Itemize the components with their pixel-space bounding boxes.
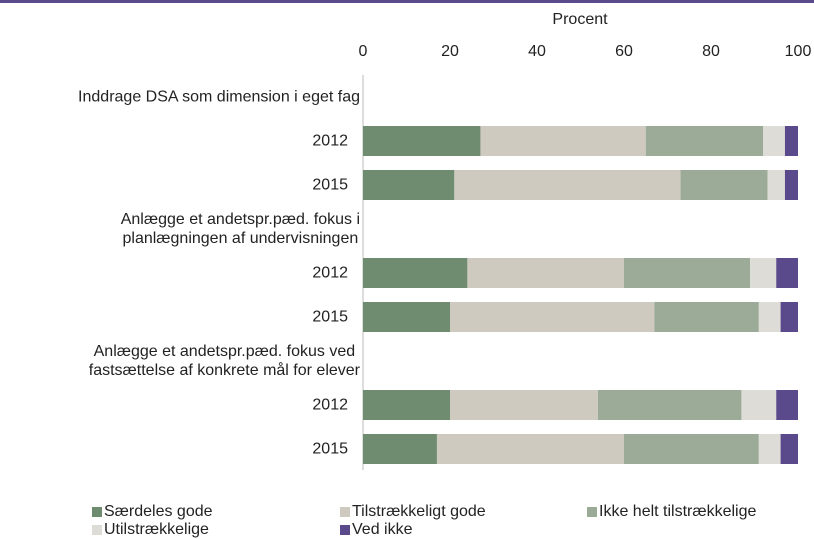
bar-segment — [597, 390, 742, 420]
bar-segment — [776, 258, 798, 288]
x-tick-label: 80 — [702, 43, 720, 60]
bar-segment — [363, 170, 455, 200]
bar-segment — [624, 258, 751, 288]
legend-label: Ved ikke — [352, 521, 413, 538]
x-tick-label: 20 — [441, 43, 459, 60]
bar-segment — [784, 126, 798, 156]
bar-segment — [645, 126, 764, 156]
x-tick-label: 100 — [785, 43, 812, 60]
legend-swatch — [587, 507, 597, 517]
bar-segment — [758, 434, 781, 464]
bar-segment — [776, 390, 798, 420]
legend-swatch — [92, 507, 102, 517]
bar-segment — [363, 434, 437, 464]
category-label: 2012 — [312, 264, 348, 282]
bar-segment — [450, 390, 598, 420]
bar-segment — [654, 302, 759, 332]
category-label: 2012 — [312, 132, 348, 150]
legend-swatch — [340, 525, 350, 535]
x-tick-label: 60 — [615, 43, 633, 60]
bar-segment — [363, 258, 468, 288]
x-tick-label: 40 — [528, 43, 546, 60]
bar-segment — [480, 126, 646, 156]
top-rule — [0, 0, 814, 3]
legend-swatch — [92, 525, 102, 535]
bar-segment — [780, 434, 798, 464]
bar-segment — [763, 126, 785, 156]
bar-segment — [363, 390, 450, 420]
bar-segment — [436, 434, 624, 464]
category-label: 2012 — [312, 396, 348, 414]
bar-segment — [784, 170, 798, 200]
x-axis-label: Procent — [552, 11, 608, 28]
bar-segment — [450, 302, 655, 332]
bar-segment — [741, 390, 777, 420]
bar-segment — [758, 302, 781, 332]
bar-segment — [750, 258, 777, 288]
bar-segment — [363, 302, 450, 332]
category-label: 2015 — [312, 176, 348, 194]
legend-label: Særdeles gode — [104, 503, 213, 520]
legend-label: Utilstrækkelige — [104, 521, 209, 538]
legend-swatch — [340, 507, 350, 517]
bar-segment — [780, 302, 798, 332]
legend-label: Tilstrækkeligt gode — [352, 503, 486, 520]
bar-segment — [767, 170, 785, 200]
x-tick-label: 0 — [359, 43, 368, 60]
category-label: Anlægge et andetspr.pæd. fokus ved fasts… — [88, 343, 360, 379]
category-label: 2015 — [312, 308, 348, 326]
bar-segment — [680, 170, 768, 200]
bar-segment — [624, 434, 759, 464]
bar-segment — [467, 258, 624, 288]
category-label: 2015 — [312, 440, 348, 458]
category-label: Inddrage DSA som dimension i eget fag — [78, 88, 360, 106]
bar-segment — [363, 126, 481, 156]
bar-segment — [454, 170, 681, 200]
category-label: Anlægge et andetspr.pæd. fokus i planlæg… — [120, 211, 360, 247]
legend-label: Ikke helt tilstrækkelige — [599, 503, 756, 520]
